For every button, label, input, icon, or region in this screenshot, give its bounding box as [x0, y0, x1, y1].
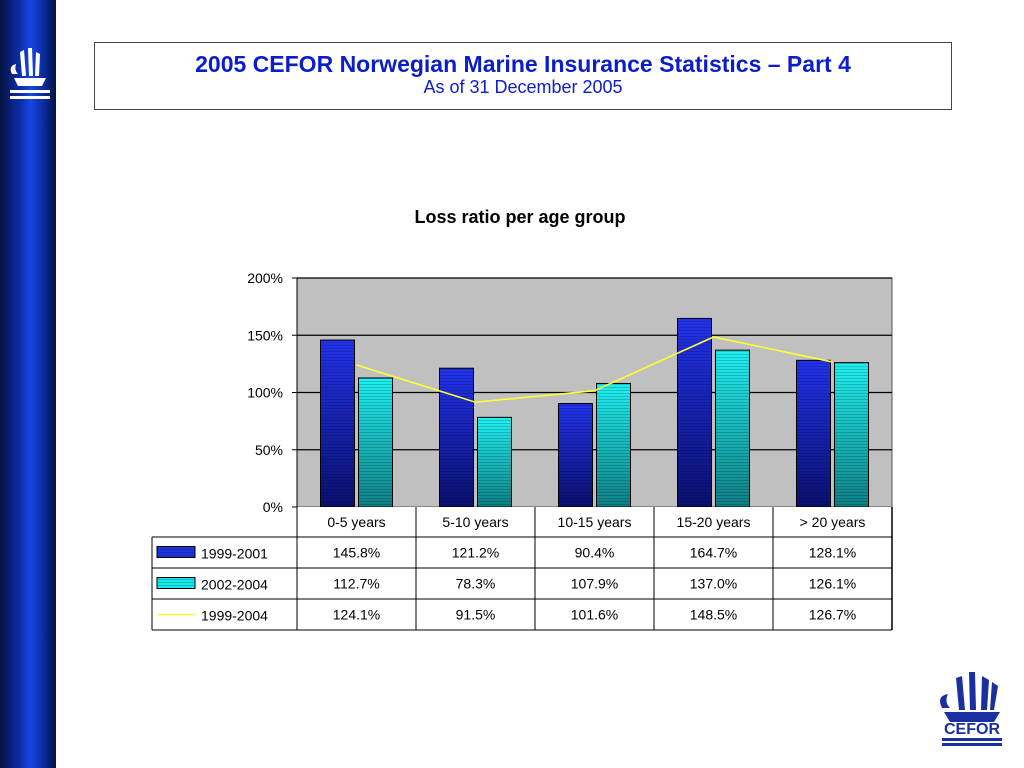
data-label: 101.6% — [571, 607, 618, 623]
data-label: 112.7% — [333, 576, 379, 592]
legend-label: 2002-2004 — [201, 577, 268, 593]
legend-label: 1999-2004 — [201, 608, 268, 624]
bar-1999-2001-texture — [558, 403, 593, 507]
data-label: 91.5% — [456, 607, 496, 623]
y-tick-label: 100% — [247, 385, 283, 401]
category-label: 10-15 years — [558, 514, 632, 530]
page-subtitle: As of 31 December 2005 — [423, 77, 623, 97]
bar-2002-2004-texture — [477, 417, 512, 507]
bar-2002-2004-texture — [358, 377, 393, 507]
bar-1999-2001-texture — [439, 368, 474, 507]
bar-2002-2004-texture — [715, 350, 750, 507]
data-label: 121.2% — [452, 545, 499, 561]
page-title: 2005 CEFOR Norwegian Marine Insurance St… — [195, 51, 851, 77]
data-label: 90.4% — [575, 545, 615, 561]
y-tick-label: 0% — [263, 499, 283, 515]
y-tick-label: 150% — [247, 327, 283, 343]
category-label: 5-10 years — [442, 514, 508, 530]
y-tick-label: 50% — [255, 442, 283, 458]
data-label: 148.5% — [690, 607, 737, 623]
category-label: 0-5 years — [327, 514, 385, 530]
bar-1999-2001-texture — [796, 360, 831, 507]
category-label: > 20 years — [800, 514, 866, 530]
cefor-logo-icon — [10, 48, 50, 99]
y-tick-label: 200% — [247, 270, 283, 286]
data-label: 126.7% — [809, 607, 856, 623]
legend-key-texture — [157, 546, 195, 558]
bar-1999-2001-texture — [320, 340, 355, 507]
title-box: 2005 CEFOR Norwegian Marine Insurance St… — [94, 42, 952, 110]
left-sidebar-bar — [0, 0, 56, 768]
line-1999-2004 — [356, 336, 833, 404]
data-label: 145.8% — [333, 545, 380, 561]
legend-key-texture — [157, 577, 195, 589]
data-label: 128.1% — [809, 545, 856, 561]
logo-text: CEFOR — [944, 721, 1000, 738]
data-label: 124.1% — [333, 607, 380, 623]
data-label: 78.3% — [456, 576, 496, 592]
bar-2002-2004-texture — [834, 362, 869, 507]
category-label: 15-20 years — [677, 514, 751, 530]
chart-title: Loss ratio per age group — [414, 207, 625, 227]
cefor-logo-large-icon: CEFOR — [940, 672, 1002, 746]
bar-1999-2001-texture — [677, 318, 712, 507]
legend-label: 1999-2001 — [201, 546, 268, 562]
data-label: 126.1% — [809, 576, 856, 592]
data-label: 107.9% — [571, 576, 618, 592]
data-label: 137.0% — [690, 576, 737, 592]
data-label: 164.7% — [690, 545, 737, 561]
bar-2002-2004-texture — [596, 383, 631, 507]
